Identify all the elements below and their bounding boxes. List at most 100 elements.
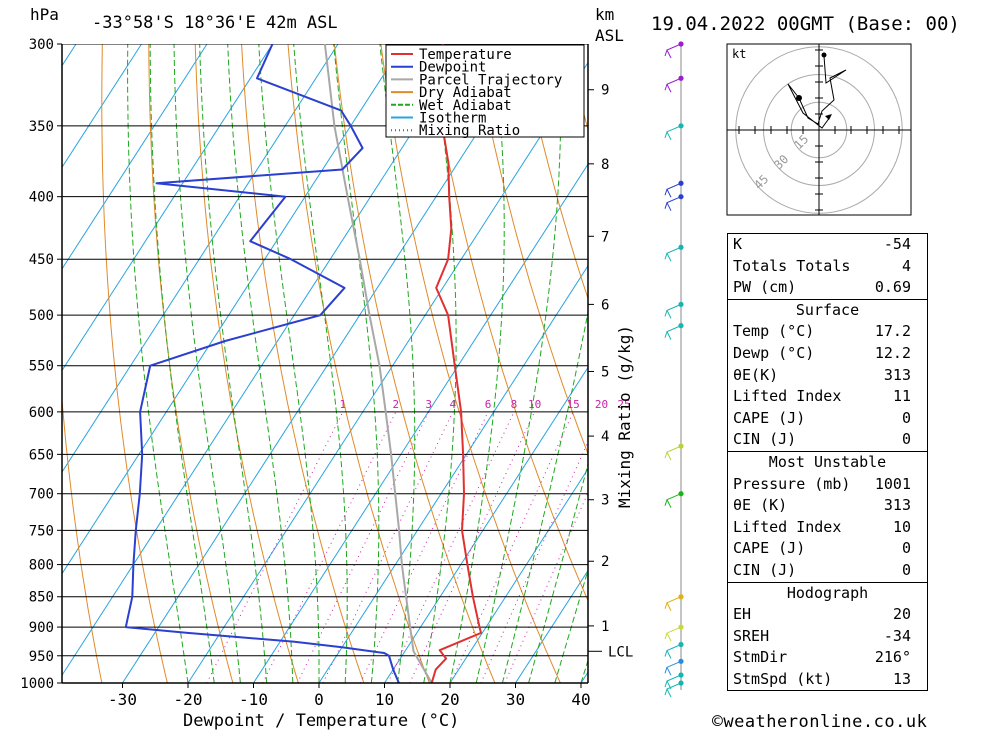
km-label: km <box>595 5 614 24</box>
km-tick-label: 9 <box>601 83 609 99</box>
wind-barb <box>664 493 682 508</box>
wind-barb <box>664 660 682 676</box>
pressure-tick-label: 800 <box>29 558 54 574</box>
km-tick-label: 1 <box>601 619 609 635</box>
wet-adiabat-line <box>127 44 189 683</box>
sreh-value: -34 <box>883 626 911 645</box>
mixing-ratio-label: 25 <box>617 398 630 411</box>
pressure-tick-label: 700 <box>29 487 54 503</box>
wind-barb <box>664 77 682 93</box>
surface-temp-value: 17.2 <box>874 322 911 341</box>
isotherm-line <box>0 44 11 683</box>
dry-adiabat-line <box>380 44 561 683</box>
storm-motion-arrow-icon <box>825 114 832 120</box>
surface-cape-value: 0 <box>901 408 911 427</box>
surface-li-label: Lifted Index <box>733 387 842 406</box>
parcel-trajectory-line <box>323 44 433 683</box>
mu-cin-label: CIN (J) <box>733 560 797 579</box>
pressure-tick-labels: 300 350 400 450 500 550 600 650 700 750 800 850 900 9… <box>20 37 62 692</box>
sreh-label: SREH <box>733 626 770 645</box>
km-tick-label: 6 <box>601 297 609 313</box>
wet-adiabat-line <box>554 568 588 683</box>
isotherm-line <box>62 44 142 169</box>
wind-barb <box>664 196 682 211</box>
most-unstable-section: Most Unstable Pressure (mb) 1001 θE (K) 31… <box>728 450 927 582</box>
mixing-ratio-line <box>206 411 344 683</box>
temperature-tick-labels: -30 -20 -10 0 10 20 30 40 <box>108 683 591 709</box>
legend-label: Isotherm <box>419 111 486 127</box>
mixing-ratio-label: 1 <box>339 398 346 411</box>
surface-temp-label: Temp (°C) <box>733 322 815 341</box>
dry-adiabat-line <box>241 44 365 683</box>
pressure-tick-label: 400 <box>29 190 54 206</box>
stats-panel: K -54 Totals Totals 4 PW (cm) 0.69 Surface … <box>727 233 928 692</box>
copyright-symbol: © <box>712 711 724 732</box>
hodograph-title: Hodograph <box>786 583 869 602</box>
isotherm-line <box>253 163 588 683</box>
wet-adiabat-line <box>258 44 320 683</box>
site-credit[interactable]: ©weatheronline.co.uk <box>712 711 927 732</box>
wind-profile <box>664 41 684 698</box>
mixing-ratio-line <box>480 440 588 683</box>
hodograph-section: Hodograph EH 20 SREH -34 StmDir 216° StmSpd… <box>728 581 927 691</box>
mu-li-label: Lifted Index <box>733 517 842 536</box>
km-tick-label: 3 <box>601 493 609 509</box>
pressure-tick-label: 1000 <box>20 676 54 692</box>
mixing-ratio-line <box>297 411 430 683</box>
eh-value: 20 <box>892 605 911 624</box>
mu-pressure-label: Pressure (mb) <box>733 474 851 493</box>
pressure-tick-label: 850 <box>29 590 54 606</box>
mixing-ratio-line <box>359 411 489 683</box>
stmspd-label: StmSpd (kt) <box>733 669 833 688</box>
isotherm-line <box>187 61 588 683</box>
pressure-tick-label: 900 <box>29 620 54 636</box>
dry-adiabat-line <box>333 44 496 683</box>
k-index-value: -54 <box>883 235 911 253</box>
temperature-tick-label: 20 <box>440 690 459 709</box>
mixing-ratio-line <box>262 411 397 683</box>
dry-adiabat-line <box>194 44 299 683</box>
wind-barb <box>664 445 682 461</box>
wet-adiabat-line <box>379 44 416 683</box>
mixing-ratio-line <box>504 491 588 683</box>
pressure-tick-label: 950 <box>29 649 54 665</box>
temperature-tick-label: -10 <box>239 690 268 709</box>
pressure-tick-label: 650 <box>29 447 54 463</box>
mixing-ratio-line <box>450 411 574 683</box>
wind-barb <box>664 43 682 59</box>
surface-cin-value: 0 <box>901 430 911 449</box>
pressure-tick-label: 600 <box>29 405 54 421</box>
mu-cape-value: 0 <box>901 539 911 558</box>
surface-li-value: 11 <box>892 387 911 406</box>
mu-cin-value: 0 <box>901 560 911 579</box>
most-unstable-title: Most Unstable <box>768 452 887 471</box>
isotherm-line <box>62 44 273 372</box>
pressure-unit-label: hPa <box>30 5 59 24</box>
wind-barb <box>664 596 682 611</box>
surface-title: Surface <box>795 300 860 319</box>
stmdir-label: StmDir <box>733 648 788 667</box>
legend-label: Parcel Trajectory <box>419 72 562 88</box>
mixing-ratio-line <box>322 411 454 683</box>
wind-barb <box>664 246 682 262</box>
wind-barb <box>664 674 682 690</box>
eh-label: EH <box>733 605 752 624</box>
wet-adiabat-line <box>449 44 505 683</box>
temperature-tick-label: -20 <box>174 690 203 709</box>
profile-lines <box>124 44 482 683</box>
site-name: weatheronline.co.uk <box>723 712 928 732</box>
wind-barb <box>664 182 682 198</box>
isotherm-line <box>62 44 404 575</box>
surface-cape-label: CAPE (J) <box>733 408 806 427</box>
mu-cape-label: CAPE (J) <box>733 539 806 558</box>
temperature-tick-label: 40 <box>571 690 590 709</box>
hodograph-trace <box>787 55 847 129</box>
stmdir-value: 216° <box>874 648 911 667</box>
pressure-tick-label: 350 <box>29 119 54 135</box>
dry-adiabat-line <box>519 44 588 300</box>
wind-barb <box>664 682 682 698</box>
temperature-line <box>430 44 482 683</box>
wet-adiabat-line <box>423 44 457 683</box>
